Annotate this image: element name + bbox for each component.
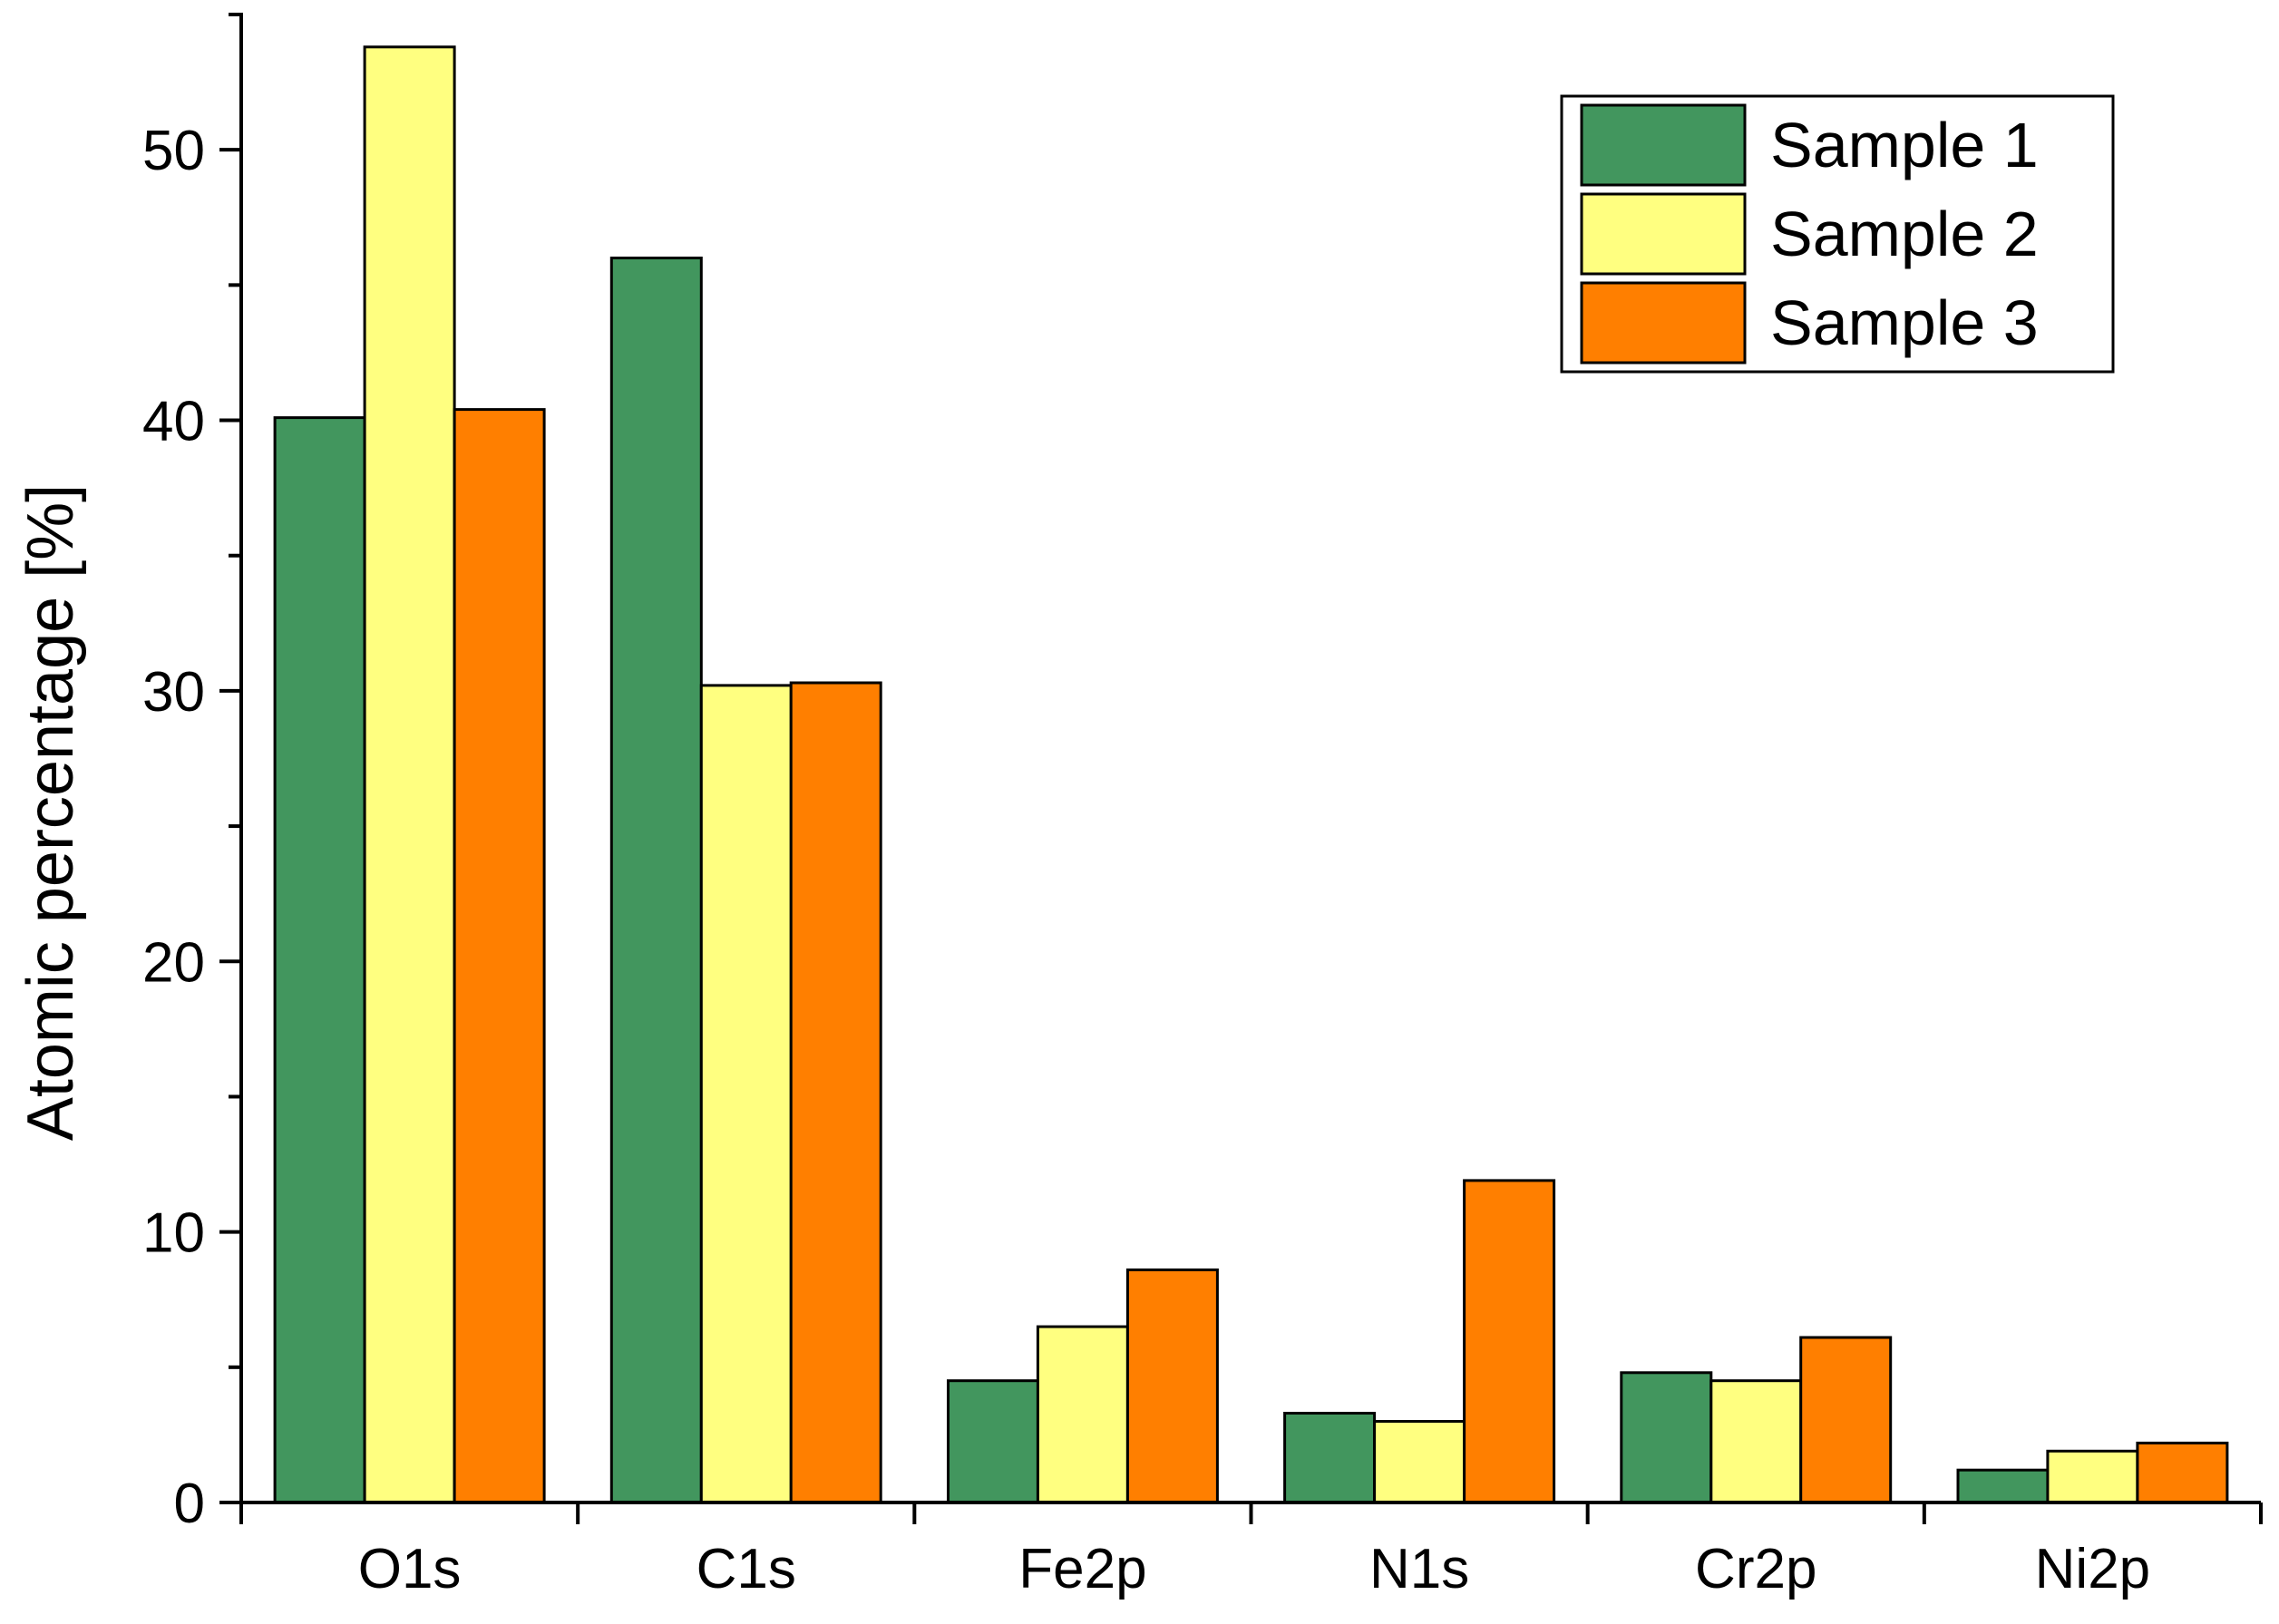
x-category-label: O1s xyxy=(358,1538,462,1600)
legend-label: Sample 3 xyxy=(1770,287,2039,358)
bar-cr2p-sample-3 xyxy=(1799,1336,1893,1504)
bars-layer xyxy=(273,45,2229,1504)
bar-cr2p-sample-1 xyxy=(1620,1371,1713,1504)
bar-ni2p-sample-1 xyxy=(1956,1468,2050,1504)
legend-swatch-sample-2 xyxy=(1580,192,1747,276)
x-category-label: Fe2p xyxy=(1018,1538,1146,1600)
ticks-layer: 0 10 20 30 40 50 O1s C1s Fe2p N1s Cr2p Ni2p xyxy=(142,13,2263,1600)
y-tick-label: 10 xyxy=(142,1202,205,1265)
legend-swatch-sample-3 xyxy=(1580,281,1747,365)
x-category-label: Ni2p xyxy=(2035,1538,2151,1600)
x-category-label: C1s xyxy=(696,1538,796,1600)
bar-fe2p-sample-3 xyxy=(1125,1268,1219,1504)
bar-o1s-sample-1 xyxy=(273,416,366,1504)
bar-c1s-sample-3 xyxy=(789,681,882,1504)
bar-ni2p-sample-2 xyxy=(2046,1449,2139,1504)
legend-label: Sample 2 xyxy=(1770,199,2039,269)
y-tick-label: 0 xyxy=(174,1473,205,1535)
bar-fe2p-sample-1 xyxy=(947,1379,1039,1504)
bar-c1s-sample-2 xyxy=(699,684,793,1504)
y-tick-label: 30 xyxy=(142,661,205,724)
bar-cr2p-sample-2 xyxy=(1709,1379,1803,1504)
y-tick-label: 40 xyxy=(142,391,205,453)
x-category-label: N1s xyxy=(1369,1538,1469,1600)
bar-fe2p-sample-2 xyxy=(1036,1325,1129,1504)
bar-o1s-sample-2 xyxy=(363,45,456,1504)
legend: Sample 1 Sample 2 Sample 3 xyxy=(1560,94,2115,374)
y-tick-label: 20 xyxy=(142,931,205,994)
bar-c1s-sample-1 xyxy=(609,257,703,1504)
bar-o1s-sample-3 xyxy=(453,408,546,1504)
y-axis-title: Atomic percentage [%] xyxy=(15,484,87,1141)
bar-n1s-sample-1 xyxy=(1283,1412,1377,1504)
y-tick-label: 50 xyxy=(142,120,205,182)
x-category-label: Cr2p xyxy=(1695,1538,1816,1600)
bar-n1s-sample-2 xyxy=(1373,1420,1466,1504)
bar-ni2p-sample-3 xyxy=(2136,1441,2229,1504)
legend-label: Sample 1 xyxy=(1770,110,2039,180)
bar-n1s-sample-3 xyxy=(1463,1179,1556,1504)
legend-swatch-sample-1 xyxy=(1580,103,1747,187)
